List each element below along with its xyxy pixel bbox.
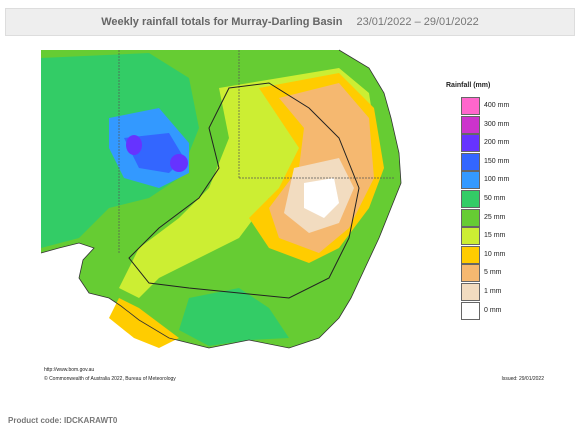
legend-swatch [461,115,480,134]
product-code: Product code: IDCKARAWT0 [8,416,118,425]
legend-swatch [461,152,480,171]
legend-label: 25 mm [484,213,506,221]
legend-label: 1 mm [484,288,502,295]
state-border-vertical [238,50,394,179]
legend-label: 300 mm [484,120,510,128]
legend-label: 200 mm [484,139,510,147]
date-range: 23/01/2022 – 29/01/2022 [356,16,479,28]
issued-date: Issued: 29/01/2022 [501,376,544,382]
legend-label: 50 mm [484,195,506,202]
map-title: Weekly rainfall totals for Murray-Darlin… [101,16,343,28]
title-bar: Weekly rainfall totals for Murray-Darlin… [5,8,575,36]
zone-200mm-b [170,154,188,172]
legend-label: 0 mm [484,306,502,314]
legend-swatch [461,227,480,246]
legend-swatch [461,134,480,153]
legend-swatch [461,283,480,301]
coastline [40,49,402,349]
legend-swatch [461,208,480,227]
legend-swatch [461,264,480,283]
legend-label: 400 mm [484,102,510,109]
legend-label: 5 mm [484,269,502,277]
legend-title: Rainfall (mm) [446,82,491,89]
zone-200mm-a [126,135,142,155]
zone-50mm-south [179,288,289,346]
zone-0mm [304,178,339,218]
legend-swatch [461,301,480,320]
basin-boundary [128,82,360,299]
source-url: http://www.bom.gov.au [44,367,95,373]
legend-label: 15 mm [484,232,506,240]
legend-label: 10 mm [484,250,506,258]
copyright-note: © Commonwealth of Australia 2022, Bureau… [44,376,176,382]
legend-swatch [461,171,480,190]
legend-swatch [461,97,480,115]
legend-label: 100 mm [484,176,510,184]
legend-swatch [461,190,480,208]
legend-label: 150 mm [484,157,510,165]
legend-swatch [461,245,480,264]
